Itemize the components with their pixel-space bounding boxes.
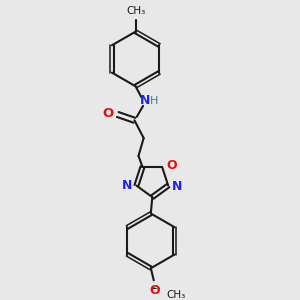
Text: CH₃: CH₃ (126, 6, 145, 16)
Text: CH₃: CH₃ (166, 290, 185, 300)
Text: H: H (150, 96, 158, 106)
Text: N: N (140, 94, 150, 107)
Text: O: O (149, 284, 160, 297)
Text: N: N (172, 180, 183, 193)
Text: O: O (167, 159, 177, 172)
Text: N: N (122, 179, 132, 192)
Text: O: O (103, 107, 114, 120)
